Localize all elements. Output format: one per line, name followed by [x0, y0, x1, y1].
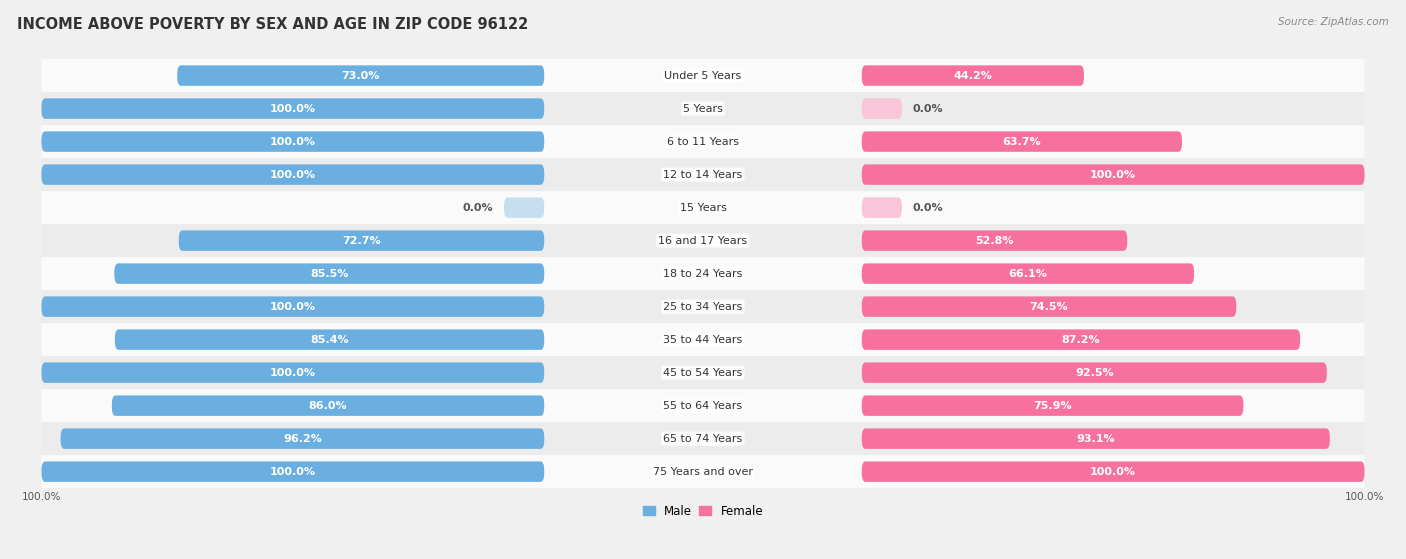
- FancyBboxPatch shape: [41, 323, 1365, 356]
- FancyBboxPatch shape: [862, 395, 1243, 416]
- Text: 87.2%: 87.2%: [1062, 335, 1101, 345]
- Text: 75 Years and over: 75 Years and over: [652, 467, 754, 477]
- Text: 63.7%: 63.7%: [1002, 136, 1042, 146]
- FancyBboxPatch shape: [41, 125, 1365, 158]
- Text: 55 to 64 Years: 55 to 64 Years: [664, 401, 742, 411]
- Text: 6 to 11 Years: 6 to 11 Years: [666, 136, 740, 146]
- FancyBboxPatch shape: [862, 428, 1330, 449]
- FancyBboxPatch shape: [862, 131, 1182, 152]
- FancyBboxPatch shape: [41, 389, 1365, 422]
- Text: Source: ZipAtlas.com: Source: ZipAtlas.com: [1278, 17, 1389, 27]
- Text: 25 to 34 Years: 25 to 34 Years: [664, 302, 742, 311]
- FancyBboxPatch shape: [862, 329, 1301, 350]
- FancyBboxPatch shape: [41, 98, 544, 119]
- FancyBboxPatch shape: [41, 422, 1365, 455]
- Text: 100.0%: 100.0%: [1090, 467, 1136, 477]
- Text: 85.5%: 85.5%: [311, 269, 349, 278]
- Text: 45 to 54 Years: 45 to 54 Years: [664, 368, 742, 378]
- FancyBboxPatch shape: [41, 455, 1365, 488]
- Text: 66.1%: 66.1%: [1008, 269, 1047, 278]
- Text: 72.7%: 72.7%: [342, 235, 381, 245]
- FancyBboxPatch shape: [41, 92, 1365, 125]
- FancyBboxPatch shape: [862, 296, 1236, 317]
- FancyBboxPatch shape: [41, 191, 1365, 224]
- Text: 100.0%: 100.0%: [270, 467, 316, 477]
- FancyBboxPatch shape: [41, 164, 544, 185]
- FancyBboxPatch shape: [862, 230, 1128, 251]
- Text: 100.0%: 100.0%: [21, 492, 60, 502]
- Text: 52.8%: 52.8%: [976, 235, 1014, 245]
- FancyBboxPatch shape: [41, 290, 1365, 323]
- FancyBboxPatch shape: [862, 164, 1365, 185]
- Text: 73.0%: 73.0%: [342, 70, 380, 80]
- Text: 0.0%: 0.0%: [912, 103, 943, 113]
- Text: 44.2%: 44.2%: [953, 70, 993, 80]
- Text: 16 and 17 Years: 16 and 17 Years: [658, 235, 748, 245]
- FancyBboxPatch shape: [41, 131, 544, 152]
- Text: 65 to 74 Years: 65 to 74 Years: [664, 434, 742, 444]
- Text: 100.0%: 100.0%: [1090, 169, 1136, 179]
- FancyBboxPatch shape: [41, 356, 1365, 389]
- FancyBboxPatch shape: [179, 230, 544, 251]
- Text: 0.0%: 0.0%: [912, 202, 943, 212]
- FancyBboxPatch shape: [41, 224, 1365, 257]
- Text: 100.0%: 100.0%: [270, 368, 316, 378]
- Text: 86.0%: 86.0%: [309, 401, 347, 411]
- FancyBboxPatch shape: [41, 461, 544, 482]
- Text: 12 to 14 Years: 12 to 14 Years: [664, 169, 742, 179]
- FancyBboxPatch shape: [862, 461, 1365, 482]
- Text: 85.4%: 85.4%: [311, 335, 349, 345]
- FancyBboxPatch shape: [112, 395, 544, 416]
- FancyBboxPatch shape: [115, 329, 544, 350]
- FancyBboxPatch shape: [862, 197, 903, 218]
- Text: 15 Years: 15 Years: [679, 202, 727, 212]
- FancyBboxPatch shape: [41, 362, 544, 383]
- Text: 100.0%: 100.0%: [1346, 492, 1385, 502]
- FancyBboxPatch shape: [41, 257, 1365, 290]
- Legend: Male, Female: Male, Female: [638, 500, 768, 522]
- FancyBboxPatch shape: [503, 197, 544, 218]
- FancyBboxPatch shape: [114, 263, 544, 284]
- Text: 18 to 24 Years: 18 to 24 Years: [664, 269, 742, 278]
- Text: 100.0%: 100.0%: [270, 103, 316, 113]
- Text: 75.9%: 75.9%: [1033, 401, 1071, 411]
- Text: 35 to 44 Years: 35 to 44 Years: [664, 335, 742, 345]
- FancyBboxPatch shape: [177, 65, 544, 86]
- Text: 93.1%: 93.1%: [1077, 434, 1115, 444]
- FancyBboxPatch shape: [60, 428, 544, 449]
- FancyBboxPatch shape: [862, 362, 1327, 383]
- Text: 92.5%: 92.5%: [1076, 368, 1114, 378]
- FancyBboxPatch shape: [862, 65, 1084, 86]
- Text: 74.5%: 74.5%: [1029, 302, 1069, 311]
- FancyBboxPatch shape: [41, 59, 1365, 92]
- FancyBboxPatch shape: [41, 158, 1365, 191]
- FancyBboxPatch shape: [41, 296, 544, 317]
- Text: 5 Years: 5 Years: [683, 103, 723, 113]
- Text: 0.0%: 0.0%: [463, 202, 494, 212]
- Text: Under 5 Years: Under 5 Years: [665, 70, 741, 80]
- FancyBboxPatch shape: [862, 263, 1194, 284]
- Text: 100.0%: 100.0%: [270, 169, 316, 179]
- Text: 100.0%: 100.0%: [270, 302, 316, 311]
- Text: INCOME ABOVE POVERTY BY SEX AND AGE IN ZIP CODE 96122: INCOME ABOVE POVERTY BY SEX AND AGE IN Z…: [17, 17, 529, 32]
- Text: 96.2%: 96.2%: [283, 434, 322, 444]
- FancyBboxPatch shape: [862, 98, 903, 119]
- Text: 100.0%: 100.0%: [270, 136, 316, 146]
